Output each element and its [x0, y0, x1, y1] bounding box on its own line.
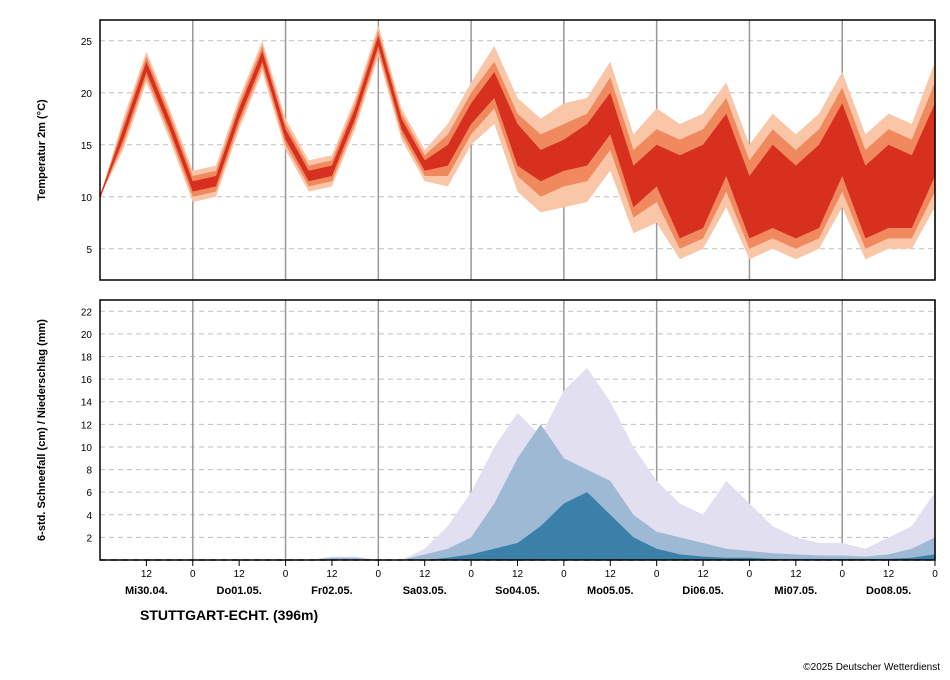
- precip-ytick: 18: [81, 353, 93, 364]
- temp-ytick: 5: [86, 245, 92, 256]
- precip-ytick: 8: [86, 466, 92, 477]
- x-hour-label: 12: [605, 569, 617, 580]
- temp-ytick: 10: [81, 193, 93, 204]
- x-hour-label: 0: [654, 569, 660, 580]
- temp-ytick: 20: [81, 89, 93, 100]
- forecast-chart: 5 10 15 20 25 Temperatur 2m (°C) 2 4 6 8 10 12 14 16 1…: [0, 0, 950, 680]
- x-hour-label: 12: [697, 569, 709, 580]
- x-hour-label: 12: [326, 569, 338, 580]
- x-hour-label: 12: [790, 569, 802, 580]
- precip-ytick: 14: [81, 398, 93, 409]
- x-date-label: Mo05.05.: [587, 585, 633, 597]
- x-hour-label: 0: [839, 569, 845, 580]
- x-hour-label: 12: [883, 569, 895, 580]
- x-hour-label: 12: [234, 569, 246, 580]
- x-hour-label: 12: [141, 569, 153, 580]
- temp-ytick: 25: [81, 37, 93, 48]
- x-date-label: Do08.05.: [866, 585, 911, 597]
- x-date-label: Sa03.05.: [403, 585, 447, 597]
- x-date-label: Do01.05.: [217, 585, 262, 597]
- x-hour-label: 0: [561, 569, 567, 580]
- x-hour-label: 0: [747, 569, 753, 580]
- precip-ytick: 12: [81, 420, 93, 431]
- precip-ytick: 20: [81, 330, 93, 341]
- x-hour-label: 0: [932, 569, 938, 580]
- precip-ytick: 4: [86, 511, 92, 522]
- x-date-label: Mi30.04.: [125, 585, 168, 597]
- x-hour-label: 0: [283, 569, 289, 580]
- copyright-text: ©2025 Deutscher Wetterdienst: [803, 662, 940, 673]
- x-hour-label: 0: [376, 569, 382, 580]
- x-hour-label: 12: [512, 569, 524, 580]
- x-hour-label: 0: [468, 569, 474, 580]
- precip-ytick: 16: [81, 375, 93, 386]
- x-hour-label: 0: [190, 569, 196, 580]
- station-title: STUTTGART-ECHT. (396m): [140, 607, 318, 623]
- x-date-label: So04.05.: [495, 585, 540, 597]
- precip-ytick: 2: [86, 533, 92, 544]
- x-date-label: Fr02.05.: [311, 585, 353, 597]
- x-date-label: Di06.05.: [682, 585, 724, 597]
- temp-ytick: 15: [81, 141, 93, 152]
- temp-ylabel: Temperatur 2m (°C): [36, 99, 48, 201]
- precip-ytick: 10: [81, 443, 93, 454]
- precip-ylabel: 6-std. Schneefall (cm) / Niederschlag (m…: [36, 319, 48, 541]
- precip-ytick: 22: [81, 307, 93, 318]
- precip-ytick: 6: [86, 488, 92, 499]
- x-hour-label: 12: [419, 569, 431, 580]
- x-date-label: Mi07.05.: [774, 585, 817, 597]
